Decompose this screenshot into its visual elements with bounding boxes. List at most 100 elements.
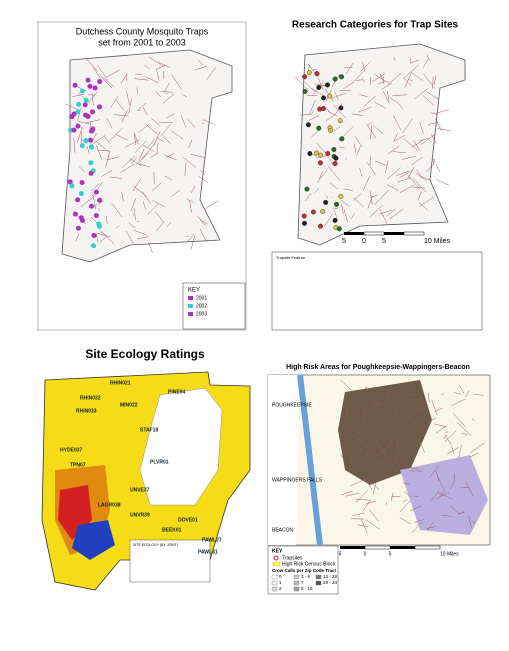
site-label: MIN022 <box>120 402 138 408</box>
road <box>364 403 379 413</box>
road <box>199 228 208 243</box>
road <box>399 170 412 178</box>
road <box>353 197 365 208</box>
road <box>357 524 369 528</box>
road <box>163 82 170 93</box>
trap-symbol <box>97 79 103 85</box>
road <box>393 454 398 465</box>
road <box>370 194 378 199</box>
road <box>165 153 174 158</box>
road <box>425 163 435 173</box>
road <box>351 113 364 116</box>
road <box>326 107 331 114</box>
road <box>416 397 421 403</box>
road <box>339 146 345 149</box>
site-symbol <box>306 70 312 76</box>
road <box>78 121 91 125</box>
title: High Risk Areas for Poughkeepsie-Wapping… <box>286 364 470 371</box>
road <box>106 118 113 129</box>
road <box>386 167 401 180</box>
trap-symbol <box>88 137 94 143</box>
road <box>115 134 128 141</box>
road <box>393 151 406 154</box>
scale-label: 0 <box>362 238 366 245</box>
road <box>121 191 124 202</box>
road <box>395 438 400 454</box>
road <box>299 114 311 116</box>
road <box>187 119 196 128</box>
site-label: RHIN032 <box>80 395 101 401</box>
road <box>96 145 103 161</box>
road <box>390 492 394 502</box>
trap-symbol <box>92 85 98 91</box>
road <box>86 146 90 155</box>
road <box>414 88 429 100</box>
road <box>461 432 469 436</box>
title: Dutchess County Mosquito Traps <box>76 26 209 36</box>
road <box>109 127 123 141</box>
road <box>332 104 347 119</box>
road <box>151 182 162 192</box>
road <box>95 140 109 153</box>
road <box>194 65 208 71</box>
river <box>297 374 323 546</box>
road <box>411 59 420 63</box>
road <box>319 170 328 179</box>
road <box>374 189 389 205</box>
road <box>362 61 366 72</box>
road <box>375 441 388 457</box>
site-symbol <box>314 150 319 156</box>
road <box>171 189 181 197</box>
road <box>184 162 187 176</box>
road <box>116 225 120 229</box>
road <box>345 492 360 497</box>
road <box>367 162 376 176</box>
road <box>405 393 416 397</box>
road <box>77 107 82 121</box>
panel-categories: Research Categories for Trap Sites 5 0 5… <box>271 20 483 331</box>
road <box>91 181 103 197</box>
road <box>411 157 423 165</box>
road <box>359 94 368 98</box>
road <box>363 443 377 454</box>
road <box>354 136 363 147</box>
scale-label: 10 Miles <box>424 238 451 245</box>
road <box>142 144 155 152</box>
road <box>333 209 338 219</box>
road <box>372 459 386 465</box>
road <box>197 215 206 226</box>
road <box>142 201 146 210</box>
road <box>133 185 148 198</box>
site-symbol <box>332 217 338 223</box>
road <box>459 384 465 395</box>
trap-symbol <box>83 138 89 144</box>
road <box>463 511 465 513</box>
road <box>397 102 404 110</box>
trap-symbol <box>72 211 78 217</box>
trap-symbol <box>97 197 103 203</box>
road <box>340 199 350 207</box>
road <box>153 131 161 146</box>
road <box>427 522 434 531</box>
purple-area <box>400 455 488 535</box>
road <box>206 66 217 81</box>
road <box>137 102 147 111</box>
road <box>158 62 171 68</box>
road <box>102 77 115 88</box>
road <box>110 96 119 108</box>
road <box>85 119 101 123</box>
road <box>103 135 110 144</box>
site-symbol <box>338 194 344 199</box>
road <box>99 235 108 243</box>
road <box>414 518 425 523</box>
site-label: LAGR038 <box>98 502 121 508</box>
road <box>411 139 424 148</box>
trap-symbol <box>79 88 85 94</box>
road <box>387 90 390 101</box>
road <box>411 521 424 533</box>
road <box>144 64 151 70</box>
site-symbol <box>301 213 307 219</box>
road <box>417 437 425 453</box>
road <box>160 91 173 93</box>
road <box>396 170 409 176</box>
